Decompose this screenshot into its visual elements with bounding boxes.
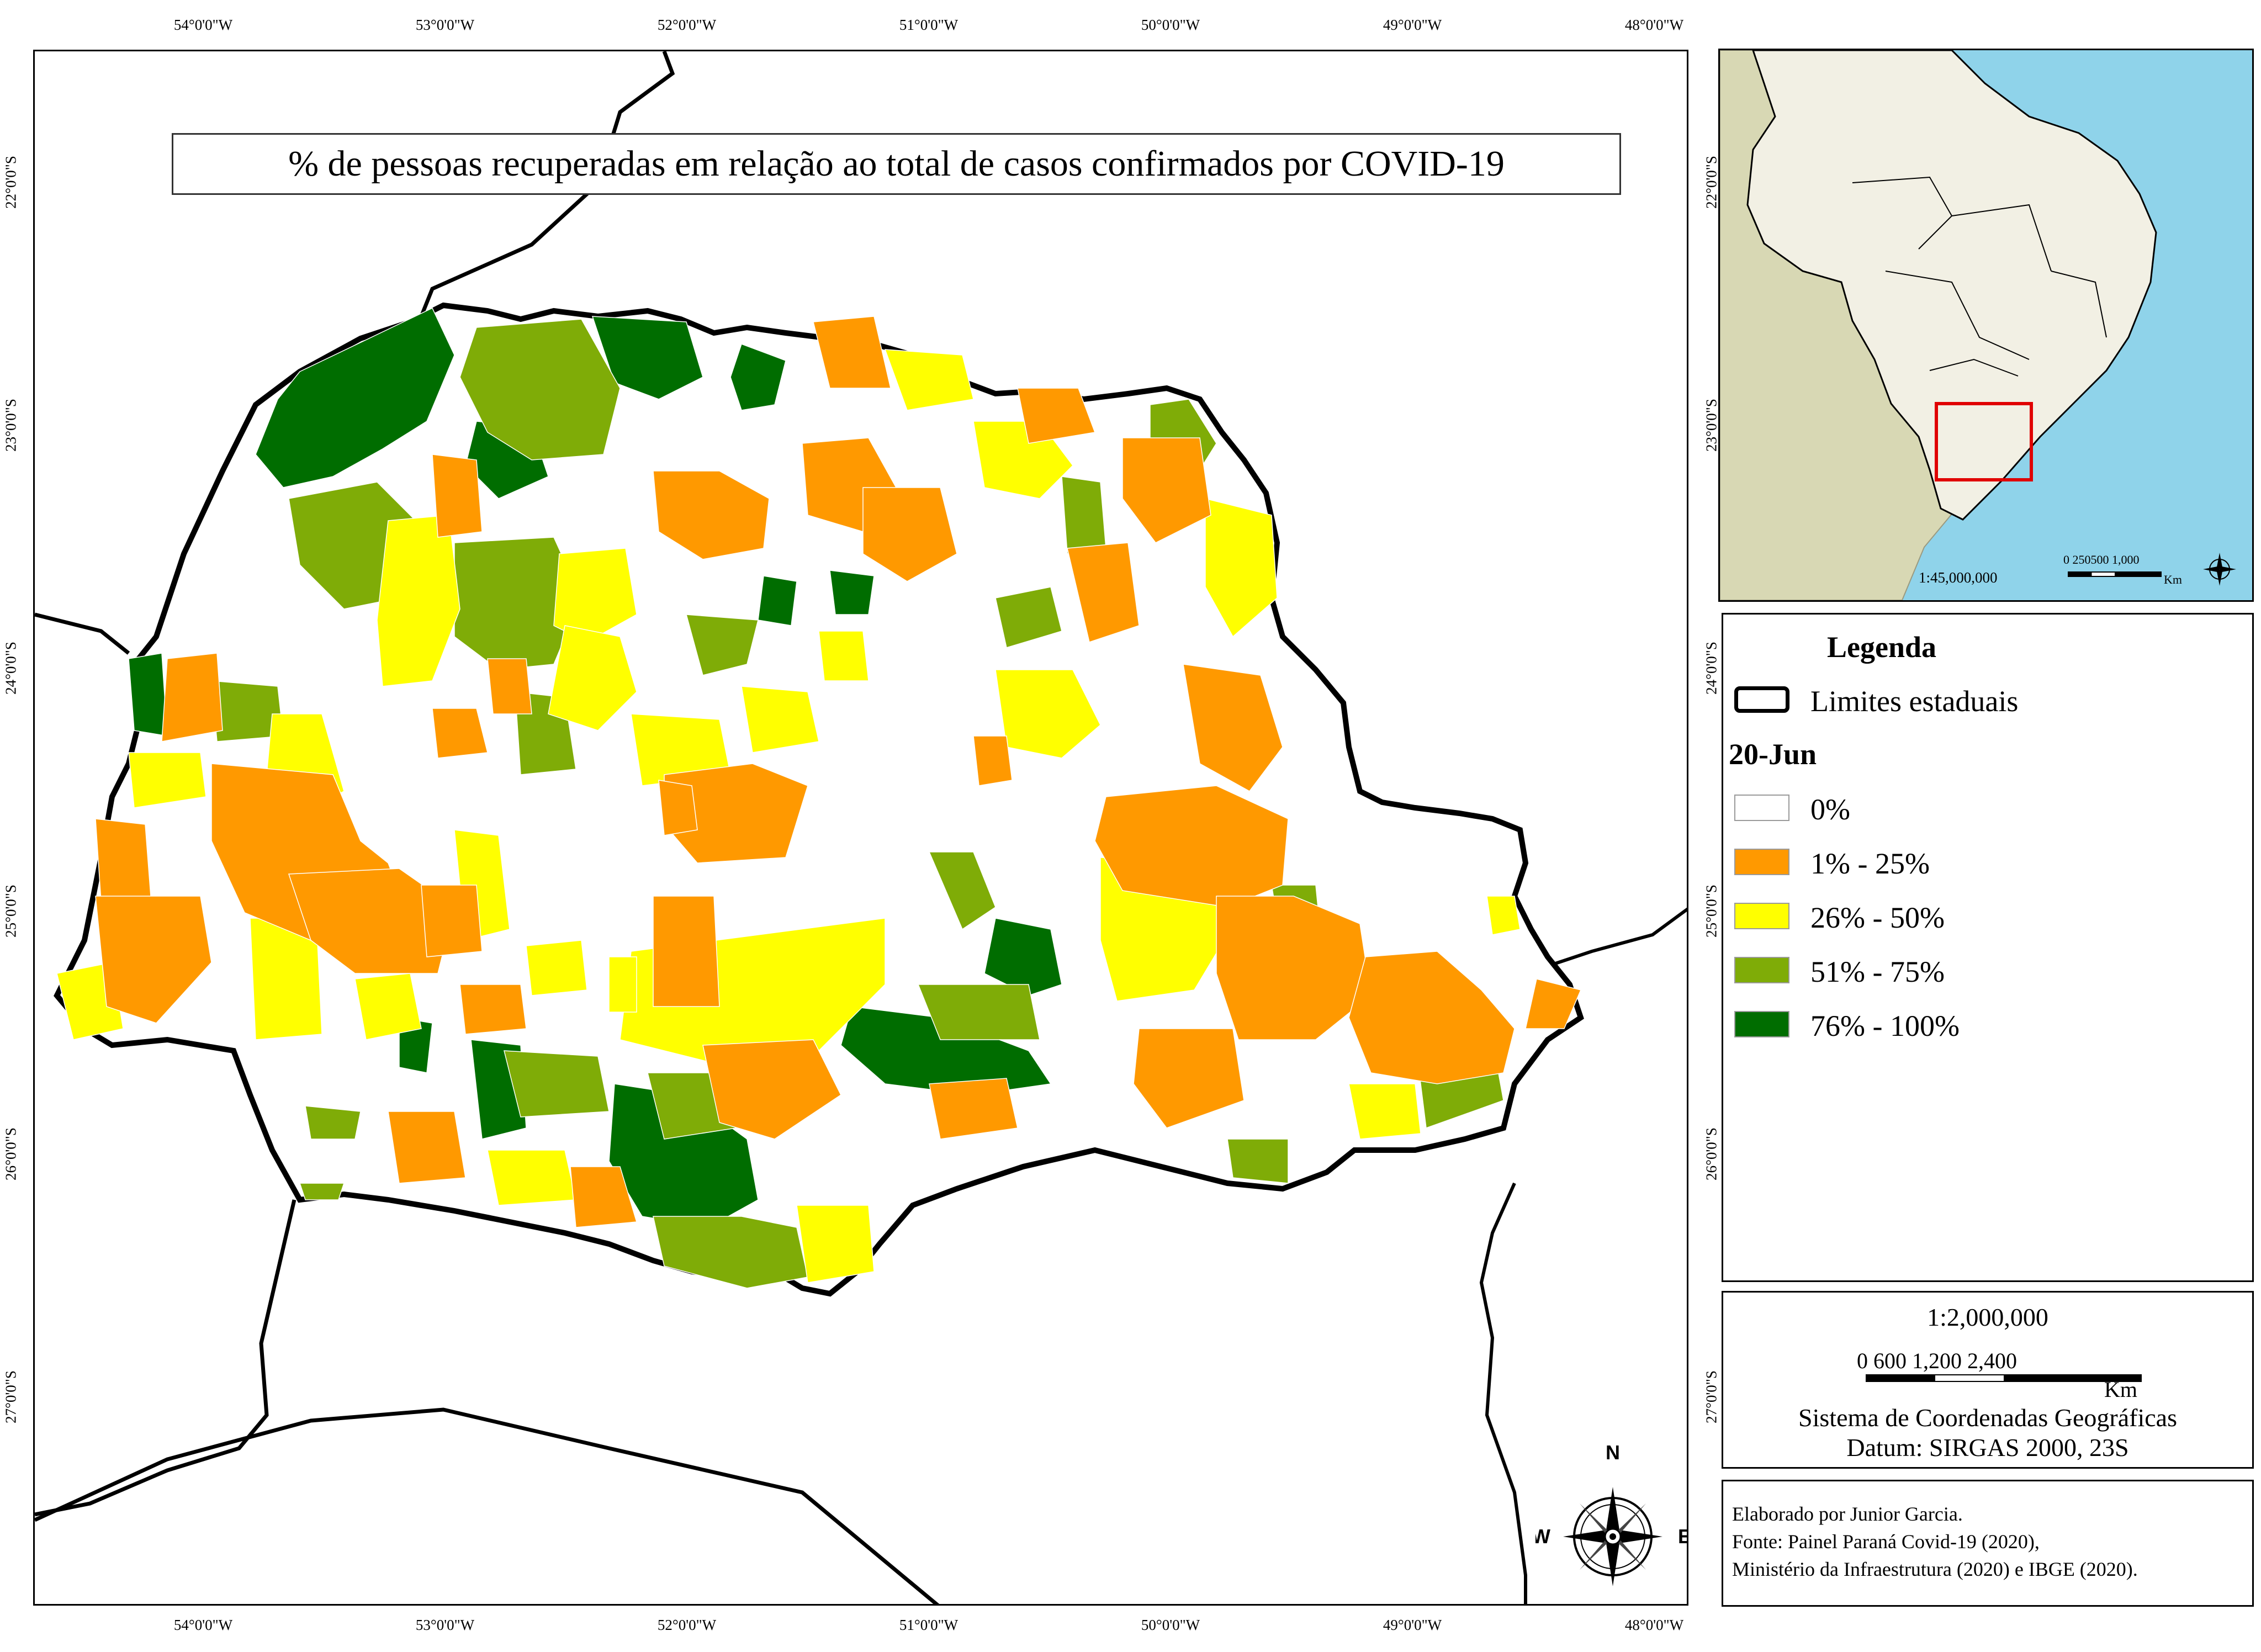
latitude-tick-right-25s: 25°0'0"S: [1703, 885, 1720, 938]
latitude-tick-left-23s: 23°0'0"S: [2, 399, 19, 452]
west-label: W: [1535, 1525, 1550, 1548]
longitude-tick-bottom-50w: 50°0'0"W: [1141, 1617, 1200, 1633]
east-label: E: [1678, 1525, 1688, 1548]
longitude-tick-top-52w: 52°0'0"W: [657, 17, 717, 33]
legend-label: 51% - 75%: [1810, 955, 1945, 988]
main-map-frame[interactable]: % de pessoas recuperadas em relação ao t…: [33, 50, 1688, 1606]
inset-scale-bar: [2068, 571, 2162, 577]
latitude-tick-left-24s: 24°0'0"S: [2, 642, 19, 695]
state-border-west: [35, 612, 130, 655]
north-arrow-compass-icon: N S W E: [1535, 1441, 1688, 1606]
latitude-tick-left-22s: 22°0'0"S: [2, 156, 19, 209]
map-title: % de pessoas recuperadas em relação ao t…: [172, 133, 1621, 195]
legend-swatch-2: [1734, 903, 1789, 929]
scale-ticks: 0 600 1,200 2,400: [1857, 1348, 2017, 1373]
state-border-sp-coast: [1542, 907, 1687, 970]
municipalities-26-50: [56, 349, 1521, 1283]
state-border-sc-rs: [35, 1407, 940, 1604]
longitude-tick-bottom-54w: 54°0'0"W: [173, 1617, 233, 1633]
longitude-tick-top-54w: 54°0'0"W: [173, 17, 233, 33]
scale-ratio: 1:2,000,000: [1927, 1303, 2048, 1331]
credit-source-1: Fonte: Painel Paraná Covid-19 (2020),: [1732, 1531, 2040, 1553]
legend-label: Limites estaduais: [1810, 685, 2019, 718]
credit-author: Elaborado por Junior Garcia.: [1732, 1503, 1963, 1525]
longitude-tick-top-51w: 51°0'0"W: [899, 17, 959, 33]
latitude-tick-right-24s: 24°0'0"S: [1703, 642, 1720, 695]
latitude-tick-left-25s: 25°0'0"S: [2, 885, 19, 938]
legend-label: 76% - 100%: [1810, 1009, 1960, 1042]
longitude-tick-bottom-52w: 52°0'0"W: [657, 1617, 717, 1633]
legend-date-label: 20-Jun: [1729, 738, 1817, 771]
south-label: S: [1606, 1604, 1619, 1606]
longitude-tick-top-48w: 48°0'0"W: [1624, 17, 1684, 33]
latitude-tick-right-22s: 22°0'0"S: [1703, 156, 1720, 209]
legend-label: 26% - 50%: [1810, 901, 1945, 934]
north-label: N: [1606, 1441, 1620, 1464]
legend-panel: Legenda Limites estaduais 20-Jun 0% 1% -…: [1722, 613, 2254, 1282]
legend-swatch-3: [1734, 957, 1789, 983]
datum: Datum: SIRGAS 2000, 23S: [1846, 1433, 2129, 1462]
latitude-tick-left-26s: 26°0'0"S: [2, 1127, 19, 1180]
longitude-tick-top-53w: 53°0'0"W: [415, 17, 475, 33]
latitude-tick-right-23s: 23°0'0"S: [1703, 399, 1720, 452]
brazil-territory: [1746, 50, 2157, 521]
longitude-tick-bottom-49w: 49°0'0"W: [1383, 1617, 1442, 1633]
coordinate-system: Sistema de Coordenadas Geográficas: [1798, 1404, 2177, 1432]
scale-bar: [1866, 1374, 2142, 1382]
inset-scale-unit: Km: [2164, 573, 2182, 586]
legend-swatch-4: [1734, 1011, 1789, 1037]
legend-swatch-0: [1734, 795, 1789, 821]
state-border-south-sc: [35, 1199, 296, 1517]
state-limits-swatch: [1734, 686, 1789, 713]
municipalities-1-25: [95, 316, 1582, 1228]
scale-unit: Km: [2104, 1377, 2137, 1402]
latitude-tick-right-26s: 26°0'0"S: [1703, 1127, 1720, 1180]
longitude-tick-bottom-51w: 51°0'0"W: [899, 1617, 959, 1633]
credits-panel: Elaborado por Junior Garcia. Fonte: Pain…: [1722, 1480, 2254, 1607]
longitude-tick-bottom-53w: 53°0'0"W: [415, 1617, 475, 1633]
inset-locator-map[interactable]: 1:45,000,000 0 250500 1,000 Km: [1718, 49, 2254, 602]
parana-location-box: [1935, 402, 2033, 481]
legend-swatch-1: [1734, 849, 1789, 875]
longitude-tick-top-50w: 50°0'0"W: [1141, 17, 1200, 33]
longitude-tick-bottom-48w: 48°0'0"W: [1624, 1617, 1684, 1633]
legend-title: Legenda: [1827, 631, 1937, 664]
parana-choropleth-map[interactable]: [35, 51, 1688, 1606]
inset-north-arrow-icon: [2203, 553, 2236, 586]
longitude-tick-top-49w: 49°0'0"W: [1383, 17, 1442, 33]
latitude-tick-left-27s: 27°0'0"S: [2, 1370, 19, 1423]
legend-label: 0%: [1810, 793, 1850, 826]
credit-source-2: Ministério da Infraestrutura (2020) e IB…: [1732, 1558, 2138, 1580]
coastline-sc: [1479, 1182, 1527, 1604]
latitude-tick-right-27s: 27°0'0"S: [1703, 1370, 1720, 1423]
inset-scale-ticks: 0 250500 1,000: [2063, 553, 2140, 566]
inset-scale-ratio: 1:45,000,000: [1919, 569, 1998, 586]
south-america-inset[interactable]: [1720, 50, 2252, 600]
scale-panel: 1:2,000,000 0 600 1,200 2,400 Km Sistema…: [1722, 1291, 2254, 1469]
legend-label: 1% - 25%: [1810, 847, 1930, 880]
